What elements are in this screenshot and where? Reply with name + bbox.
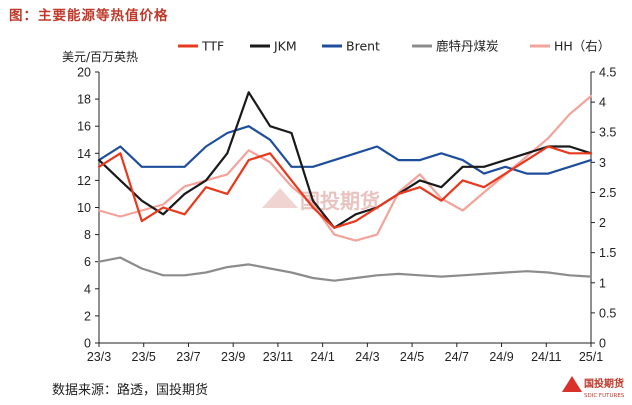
- y-tick-label: 18: [77, 93, 91, 107]
- logo-emblem: [562, 376, 582, 392]
- y-tick-label: 12: [77, 174, 91, 188]
- y2-tick-label: 2.5: [599, 186, 616, 200]
- legend-label: TTF: [201, 39, 224, 54]
- y-tick-label: 4: [84, 282, 91, 296]
- logo-text-cn: 国投期货: [584, 377, 624, 390]
- series-layer: [97, 91, 593, 282]
- y2-tick-label: 1.5: [599, 246, 616, 260]
- series-line-JKM: [97, 91, 593, 229]
- y2-tick-label: 0.5: [599, 306, 616, 320]
- y2-tick-label: 3: [599, 156, 606, 170]
- x-tick-label: 24/11: [531, 350, 561, 364]
- y-tick-label: 14: [77, 147, 91, 161]
- y2-tick-label: 1: [599, 276, 606, 290]
- chart-axes: 美元/百万英热 0 2 4 6 8 10 12 14 16 18 20 0 0.5 1 1.5 2 2.5 3 3.5…: [62, 50, 616, 364]
- x-tick-label: 24/1: [310, 350, 334, 364]
- x-tick-label: 24/9: [489, 350, 513, 364]
- x-tick-label: 23/3: [87, 350, 111, 364]
- logo-text-en: SDIC FUTURES: [584, 393, 625, 399]
- y2-tick-label: 2: [599, 216, 606, 230]
- chart-legend: TTF JKM Brent 鹿特丹煤炭 HH（右）: [178, 39, 610, 54]
- x-tick-label: 24/3: [355, 350, 379, 364]
- y-axis-label: 美元/百万英热: [62, 50, 138, 64]
- legend-label: JKM: [273, 39, 297, 54]
- series-line-TTF: [97, 145, 593, 229]
- x-tick-label: 25/1: [579, 350, 603, 364]
- x-tick-label: 24/7: [445, 350, 469, 364]
- source-note: 数据来源：路透，国投期货: [52, 383, 209, 398]
- x-tick-label: 23/5: [132, 350, 156, 364]
- figure-title: 图：主要能源等热值价格: [9, 8, 169, 24]
- x-tick-label: 23/7: [176, 350, 200, 364]
- y2-tick-label: 3.5: [599, 126, 616, 140]
- y2-tick-label: 0: [599, 337, 606, 351]
- y-tick-label: 0: [84, 337, 91, 351]
- y-tick-label: 16: [77, 120, 91, 134]
- y-tick-label: 8: [84, 228, 91, 242]
- x-tick-label: 24/5: [400, 350, 424, 364]
- y-tick-label: 6: [84, 255, 91, 269]
- x-tick-label: 23/9: [221, 350, 245, 364]
- legend-label: Brent: [346, 39, 380, 54]
- series-line-HH（右）: [97, 94, 593, 242]
- y2-tick-label: 4.5: [599, 66, 616, 80]
- y2-tick-label: 4: [599, 96, 606, 110]
- legend-label: HH（右）: [554, 39, 610, 54]
- y-tick-label: 20: [77, 66, 91, 80]
- legend-label: 鹿特丹煤炭: [436, 39, 499, 54]
- series-line-鹿特丹煤炭: [97, 256, 593, 282]
- y-tick-label: 2: [84, 309, 91, 323]
- x-tick-label: 23/11: [263, 350, 293, 364]
- series-line-Brent: [97, 125, 593, 175]
- watermark-emblem: [262, 188, 298, 208]
- sdic-logo: 国投期货 SDIC FUTURES: [562, 376, 625, 399]
- y-tick-label: 10: [77, 201, 91, 215]
